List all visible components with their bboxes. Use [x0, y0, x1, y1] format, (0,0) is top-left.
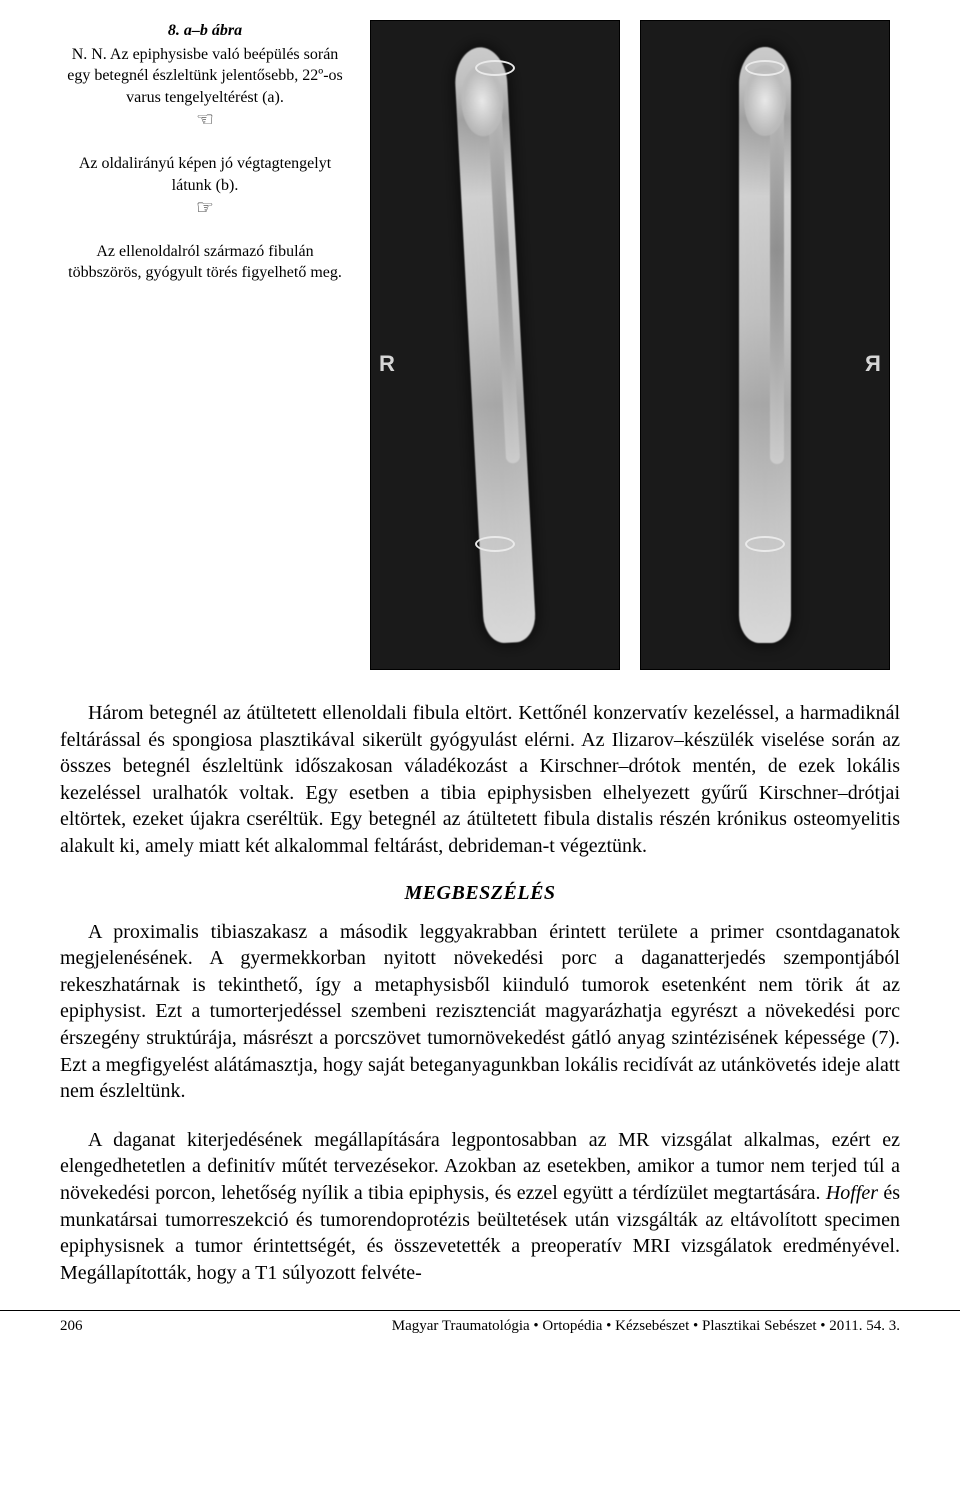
paragraph3-pre: A daganat kiterjedésének megállapítására… [60, 1129, 900, 1204]
xray-image-b: R [640, 20, 890, 670]
caption-c-text: Az ellenoldalról származó fibulán többsz… [68, 243, 342, 282]
results-paragraph: Három betegnél az átültetett ellenoldali… [60, 700, 900, 860]
section-heading-discussion: MEGBESZÉLÉS [60, 882, 900, 905]
wire-loop-top [745, 60, 785, 76]
bone-silhouette [453, 46, 536, 644]
paragraph1-text: Három betegnél az átültetett ellenoldali… [60, 700, 900, 860]
wire-loop-bottom [745, 536, 785, 552]
page-number: 206 [60, 1318, 83, 1335]
xray-image-a: R [370, 20, 620, 670]
wire-loop-bottom [475, 536, 515, 552]
page-footer: 206 Magyar Traumatológia • Ortopédia • K… [0, 1310, 960, 1342]
figure-caption-b: Az oldalirányú képen jó végtagtengelyt l… [60, 153, 350, 221]
paragraph3-wrap: A daganat kiterjedésének megállapítására… [60, 1127, 900, 1287]
caption-a-text: N. N. Az epiphysisbe való beépülés során… [67, 46, 343, 106]
figure-8ab: 8. a–b ábra N. N. Az epiphysisbe való be… [60, 20, 900, 670]
paragraph2-text: A proximalis tibiaszakasz a második legg… [60, 919, 900, 1105]
figure-title: 8. a–b ábra [60, 20, 350, 42]
journal-reference: Magyar Traumatológia • Ortopédia • Kézse… [392, 1318, 900, 1335]
pointer-right-icon: ☞ [196, 198, 214, 218]
author-name-hoffer: Hoffer [826, 1182, 878, 1204]
side-marker: R [379, 351, 395, 377]
discussion-paragraph-2: A daganat kiterjedésének megállapítására… [60, 1127, 900, 1287]
caption-b-text: Az oldalirányú képen jó végtagtengelyt l… [79, 155, 331, 194]
figure-caption-column: 8. a–b ábra N. N. Az epiphysisbe való be… [60, 20, 350, 304]
bone-silhouette [739, 47, 791, 643]
wire-loop-top [475, 60, 515, 76]
side-marker: R [865, 351, 881, 377]
figure-caption-a: N. N. Az epiphysisbe való beépülés során… [60, 44, 350, 133]
pointer-left-icon: ☜ [196, 110, 214, 130]
figure-caption-c: Az ellenoldalról származó fibulán többsz… [60, 241, 350, 284]
discussion-paragraph-1: A proximalis tibiaszakasz a második legg… [60, 919, 900, 1105]
